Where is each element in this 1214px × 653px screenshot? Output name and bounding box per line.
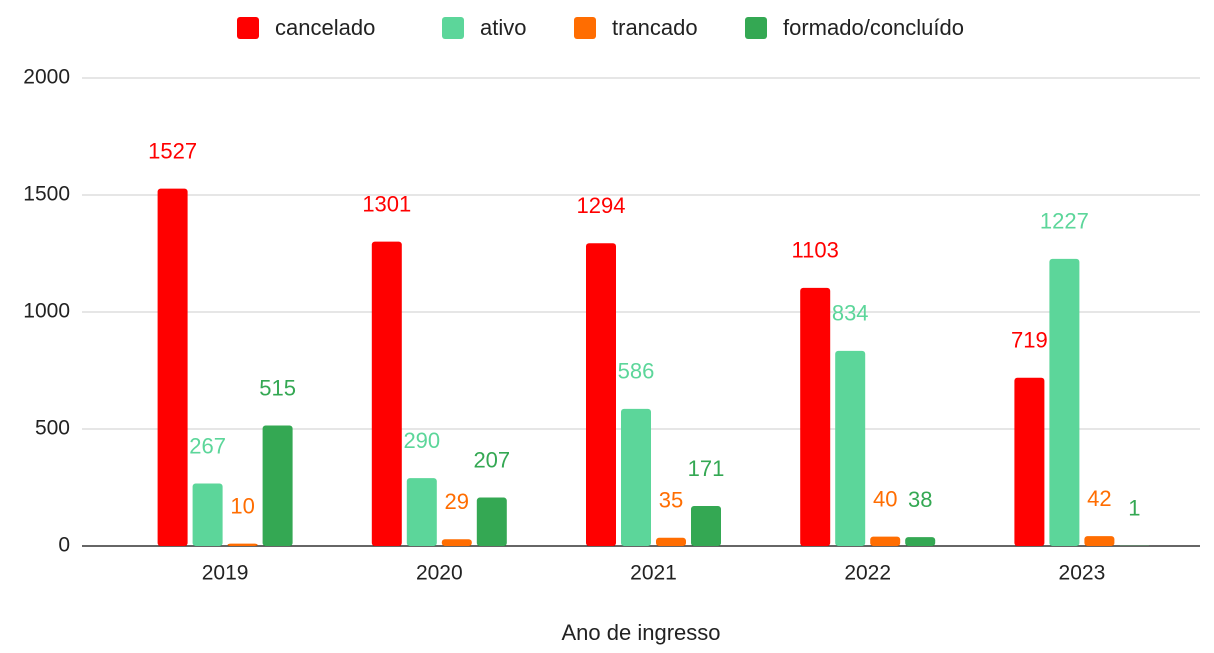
- legend-swatch: [442, 17, 464, 39]
- bar: [158, 189, 188, 546]
- legend-label: formado/concluído: [783, 15, 964, 40]
- bar: [407, 478, 437, 546]
- data-label: 290: [403, 428, 440, 453]
- bar: [1014, 378, 1044, 546]
- x-axis-label: Ano de ingresso: [562, 620, 721, 645]
- x-tick-label: 2023: [1059, 562, 1106, 585]
- data-label: 40: [873, 486, 897, 511]
- legend-label: cancelado: [275, 15, 375, 40]
- data-label: 171: [688, 456, 725, 481]
- legend-label: ativo: [480, 15, 526, 40]
- y-tick-label: 500: [35, 417, 70, 440]
- y-tick-label: 2000: [23, 66, 70, 89]
- bar: [656, 538, 686, 546]
- bar: [372, 242, 402, 546]
- data-label: 35: [659, 488, 683, 513]
- bar: [835, 351, 865, 546]
- data-label: 1: [1128, 496, 1140, 521]
- data-label: 10: [230, 493, 254, 518]
- legend-swatch: [237, 17, 259, 39]
- bar: [477, 498, 507, 546]
- data-label: 515: [259, 375, 296, 400]
- data-label: 38: [908, 487, 932, 512]
- bar: [870, 537, 900, 546]
- bar: [691, 506, 721, 546]
- bar: [228, 544, 258, 546]
- x-tick-label: 2022: [844, 562, 891, 585]
- data-label: 834: [832, 301, 869, 326]
- legend-swatch: [745, 17, 767, 39]
- bar: [1049, 259, 1079, 546]
- bar: [586, 243, 616, 546]
- data-label: 586: [618, 359, 655, 384]
- bar: [621, 409, 651, 546]
- data-label: 1103: [792, 238, 839, 263]
- y-tick-label: 0: [58, 534, 70, 557]
- legend-swatch: [574, 17, 596, 39]
- y-tick-label: 1000: [23, 300, 70, 323]
- bar: [263, 425, 293, 546]
- bar: [905, 537, 935, 546]
- legend-label: trancado: [612, 15, 698, 40]
- data-label: 1294: [577, 193, 626, 218]
- bar: [193, 484, 223, 546]
- data-label: 1527: [148, 138, 197, 163]
- bar: [442, 539, 472, 546]
- data-label: 42: [1087, 486, 1111, 511]
- data-label: 1301: [362, 191, 411, 216]
- data-label: 267: [189, 433, 226, 458]
- x-tick-label: 2021: [630, 562, 677, 585]
- bar: [800, 288, 830, 546]
- x-tick-label: 2019: [202, 562, 249, 585]
- y-tick-label: 1500: [23, 183, 70, 206]
- data-label: 1227: [1040, 209, 1089, 234]
- data-label: 29: [445, 489, 469, 514]
- x-tick-label: 2020: [416, 562, 463, 585]
- bar: [1084, 536, 1114, 546]
- data-label: 719: [1011, 328, 1048, 353]
- data-label: 207: [473, 447, 510, 472]
